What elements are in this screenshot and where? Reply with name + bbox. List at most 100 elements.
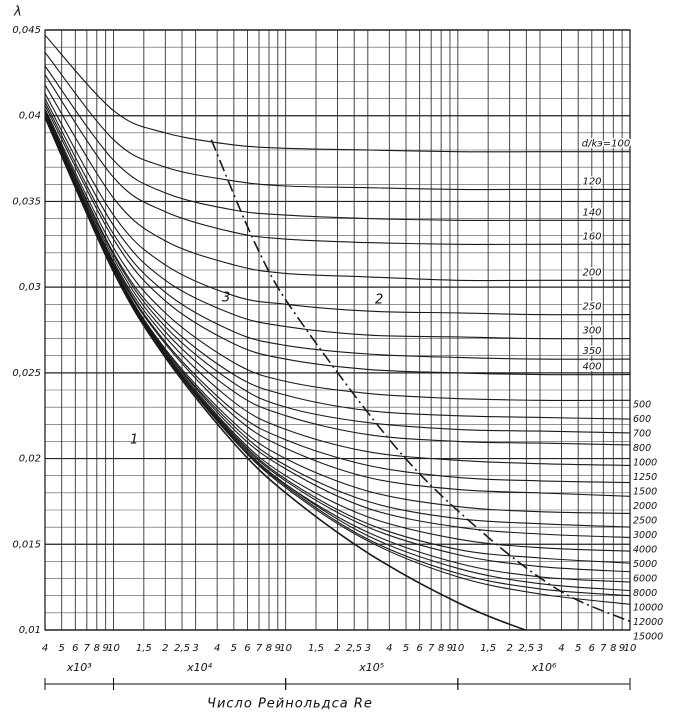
curve-label: 200	[582, 267, 601, 278]
curve	[45, 113, 630, 466]
curve-label: 600	[633, 414, 651, 425]
x-tick-label: 4	[42, 643, 48, 654]
x-tick-label: 5	[58, 643, 64, 654]
x-tick-label: 8	[266, 643, 272, 654]
boundary-line	[210, 139, 630, 623]
group-label: x10⁵	[358, 661, 384, 674]
curve-label: 350	[582, 346, 601, 357]
x-tick-label: 9	[447, 643, 453, 654]
curve-label: 2000	[633, 501, 657, 512]
curve-label: 700	[633, 429, 651, 440]
region-label: 2	[375, 293, 383, 308]
x-tick-label: 2,5	[518, 643, 534, 654]
x-tick-label: 1,5	[480, 643, 496, 654]
x-tick-label: 3	[537, 643, 543, 654]
x-tick-label: 8	[94, 643, 100, 654]
x-tick-label: 2,5	[174, 643, 190, 654]
y-tick-label: 0,02	[19, 454, 41, 465]
plot-frame	[44, 29, 631, 631]
x-tick-label: 9	[275, 643, 281, 654]
curve-label: 10000	[633, 603, 663, 614]
curve	[45, 110, 630, 420]
curve	[45, 115, 630, 497]
y-tick-label: 0,04	[19, 111, 41, 122]
curve-label: 4000	[633, 545, 657, 556]
x-tick-label: 10	[624, 643, 637, 654]
curve	[45, 65, 630, 221]
curve-label: 1500	[633, 487, 657, 498]
x-tick-label: 7	[428, 643, 435, 654]
x-tick-label: 6	[244, 643, 250, 654]
curve	[45, 115, 630, 514]
x-tick-label: 8	[610, 643, 616, 654]
x-tick-label: 8	[438, 643, 444, 654]
x-tick-label: 7	[256, 643, 263, 654]
x-tick-label: 6	[589, 643, 595, 654]
grid	[44, 29, 631, 631]
x-tick-label: 7	[84, 643, 91, 654]
group-label: x10³	[66, 661, 93, 674]
x-tick-label: 1,5	[308, 643, 324, 654]
x-tick-label: 3	[192, 643, 198, 654]
curve	[45, 113, 630, 484]
curve-label: 250	[582, 302, 601, 313]
group-label: x10⁴	[186, 661, 213, 674]
x-tick-label: 3	[365, 643, 371, 654]
curve-label: d/kэ=100	[582, 139, 630, 150]
x-tick-label: 6	[72, 643, 78, 654]
x-tick-label: 7	[600, 643, 607, 654]
boundary-label: 3	[222, 291, 230, 306]
curve	[45, 117, 630, 538]
x-tick-label: 6	[416, 643, 422, 654]
curve-label: 1000	[633, 458, 657, 469]
y-tick-label: 0,01	[19, 625, 41, 636]
x-tick-label: 9	[619, 643, 625, 654]
curve-label: 1250	[633, 472, 657, 483]
x-tick-label: 2,5	[346, 643, 362, 654]
curve	[45, 34, 630, 153]
curve	[45, 74, 630, 245]
x-tick-label: 10	[107, 643, 120, 654]
curve	[45, 101, 630, 360]
curves	[45, 34, 630, 630]
x-tick-label: 10	[279, 643, 292, 654]
x-tick-label: 5	[403, 643, 409, 654]
curve-label: 160	[582, 231, 601, 242]
x-tick-label: 9	[102, 643, 108, 654]
x-axis-label: Число Рейнольдса Re	[207, 697, 373, 712]
curve-label: 5000	[633, 559, 657, 570]
x-tick-label: 2	[334, 643, 340, 654]
curve	[45, 84, 630, 282]
curve-label: 120	[582, 176, 601, 187]
curve-label: 400	[582, 362, 601, 373]
x-tick-label: 5	[575, 643, 581, 654]
y-tick-label: 0,045	[12, 25, 41, 36]
curve-label: 2500	[633, 516, 657, 527]
y-tick-label: 0,03	[19, 282, 41, 293]
curve	[45, 105, 630, 376]
x-tick-label: 1,5	[136, 643, 152, 654]
x-tick-label: 5	[231, 643, 237, 654]
y-tick-label: 0,035	[12, 196, 41, 207]
curve	[45, 98, 630, 340]
y-tick-label: 0,025	[12, 368, 41, 379]
curve	[45, 108, 630, 401]
curve-label: 1	[130, 433, 138, 448]
curve	[45, 112, 630, 446]
curve-label: 8000	[633, 588, 657, 599]
curve	[45, 110, 630, 434]
x-tick-label: 2	[506, 643, 512, 654]
y-axis-label: λ	[13, 5, 22, 20]
curve	[45, 117, 630, 605]
x-tick-label: 2	[162, 643, 168, 654]
curve-label: 3000	[633, 530, 657, 541]
curve-label: 12000	[633, 617, 663, 628]
curve-label: 6000	[633, 574, 657, 585]
curve-label: 15000	[633, 632, 663, 643]
x-tick-label: 10	[451, 643, 464, 654]
curve	[45, 51, 630, 191]
curve-label: 140	[582, 207, 601, 218]
x-tick-label: 4	[386, 643, 392, 654]
